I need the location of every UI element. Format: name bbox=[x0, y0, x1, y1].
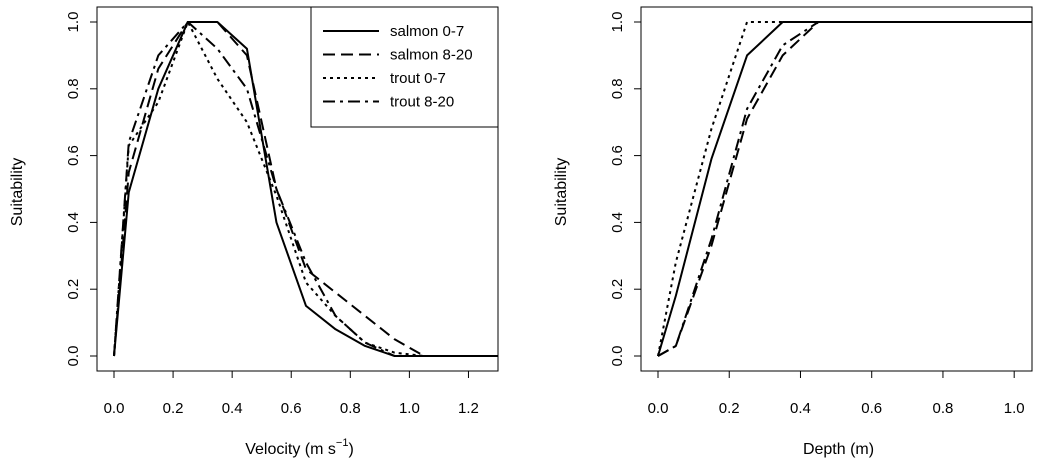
y-tick-label: 0.2 bbox=[609, 279, 626, 300]
x-axis-title-exponent: −1 bbox=[336, 437, 349, 449]
x-tick-label: 0.4 bbox=[790, 400, 811, 417]
y-tick-label: 0.4 bbox=[609, 212, 626, 233]
x-axis: 0.0 0.2 0.4 0.6 0.8 1.0 1.2 bbox=[104, 371, 479, 417]
y-tick-label: 0.6 bbox=[609, 145, 626, 166]
x-tick-label: 0.8 bbox=[340, 400, 361, 417]
x-tick-label: 1.0 bbox=[1004, 400, 1025, 417]
y-tick-label: 0.4 bbox=[65, 212, 82, 233]
x-axis-title-close: ) bbox=[348, 441, 353, 458]
legend-label: salmon 8-20 bbox=[390, 47, 473, 64]
y-axis: 0.0 0.2 0.4 0.6 0.8 1.0 bbox=[65, 12, 97, 367]
series-line-salmon-0-7 bbox=[657, 21, 1032, 357]
x-tick-label: 0.4 bbox=[222, 400, 243, 417]
depth-suitability-panel: 0.0 0.2 0.4 0.6 0.8 1.0 0.0 0.2 0.4 0.6 0.8 1.0 Suit… bbox=[553, 6, 1033, 458]
x-tick-label: 1.2 bbox=[458, 400, 479, 417]
y-axis: 0.0 0.2 0.4 0.6 0.8 1.0 bbox=[609, 12, 641, 367]
legend-label: salmon 0-7 bbox=[390, 23, 464, 40]
y-tick-label: 0.8 bbox=[609, 78, 626, 99]
x-tick-label: 0.6 bbox=[281, 400, 302, 417]
y-axis-title: Suitability bbox=[553, 158, 570, 226]
legend-label: trout 8-20 bbox=[390, 94, 454, 111]
series-line-trout-0-7 bbox=[657, 21, 1032, 357]
y-tick-label: 0.0 bbox=[609, 346, 626, 367]
x-tick-label: 1.0 bbox=[399, 400, 420, 417]
x-tick-label: 0.2 bbox=[719, 400, 740, 417]
y-axis-title: Suitability bbox=[9, 158, 26, 226]
x-tick-label: 0.0 bbox=[104, 400, 125, 417]
series-line-trout-8-20 bbox=[113, 21, 498, 357]
y-tick-label: 1.0 bbox=[65, 12, 82, 33]
y-tick-label: 1.0 bbox=[609, 12, 626, 33]
x-tick-label: 0.6 bbox=[861, 400, 882, 417]
x-tick-label: 0.2 bbox=[163, 400, 184, 417]
x-tick-label: 0.8 bbox=[933, 400, 954, 417]
y-tick-label: 0.0 bbox=[65, 346, 82, 367]
y-tick-label: 0.6 bbox=[65, 145, 82, 166]
x-axis-title: Velocity (m s−1) bbox=[245, 437, 354, 458]
y-tick-label: 0.2 bbox=[65, 279, 82, 300]
series-lines bbox=[113, 21, 498, 357]
legend-box bbox=[310, 6, 499, 128]
y-tick-label: 0.8 bbox=[65, 78, 82, 99]
series-lines bbox=[657, 21, 1032, 357]
plot-frame bbox=[96, 6, 499, 372]
series-line-trout-8-20 bbox=[657, 21, 1032, 357]
series-line-trout-0-7 bbox=[113, 21, 498, 357]
legend-label: trout 0-7 bbox=[390, 70, 446, 87]
x-axis-title: Depth (m) bbox=[803, 441, 874, 458]
legend: salmon 0-7 salmon 8-20 trout 0-7 trout 8-20 bbox=[310, 6, 499, 128]
x-tick-label: 0.0 bbox=[648, 400, 669, 417]
plot-frame bbox=[640, 6, 1033, 372]
series-line-salmon-8-20 bbox=[657, 21, 1032, 357]
x-axis: 0.0 0.2 0.4 0.6 0.8 1.0 bbox=[648, 371, 1025, 417]
x-axis-title-main: Velocity (m s bbox=[245, 441, 336, 458]
velocity-suitability-panel: 0.0 0.2 0.4 0.6 0.8 1.0 1.2 0.0 0.2 0.4 0.6 0.8 1.0 S… bbox=[9, 6, 499, 458]
